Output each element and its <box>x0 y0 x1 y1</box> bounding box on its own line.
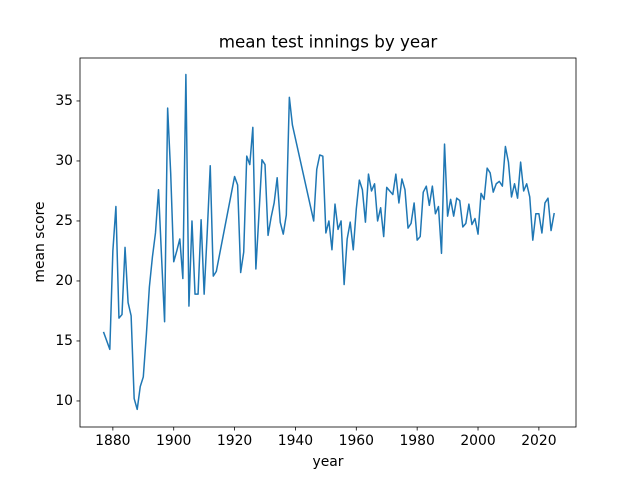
y-tick-label: 15 <box>55 333 73 349</box>
line <box>102 73 555 411</box>
x-tick-label: 1900 <box>156 433 191 449</box>
x-tick-label: 2000 <box>460 433 495 449</box>
plot-frame <box>79 57 577 428</box>
y-tick-label: 25 <box>55 213 73 229</box>
x-axis-label: year <box>313 454 344 470</box>
x-tick-label: 1960 <box>339 433 374 449</box>
x-tick-label: 1940 <box>278 433 313 449</box>
x-tick-label: 2020 <box>521 433 556 449</box>
x-tick-label: 1880 <box>95 433 130 449</box>
y-tick-label: 20 <box>55 273 73 289</box>
y-tick-label: 10 <box>55 393 73 409</box>
y-tick-label: 35 <box>55 93 73 109</box>
x-tick-label: 1920 <box>217 433 252 449</box>
x-tick-label: 1980 <box>399 433 434 449</box>
chart-title: mean test innings by year <box>219 32 438 52</box>
y-axis-label: mean score <box>32 201 48 282</box>
y-tick-label: 30 <box>55 153 73 169</box>
